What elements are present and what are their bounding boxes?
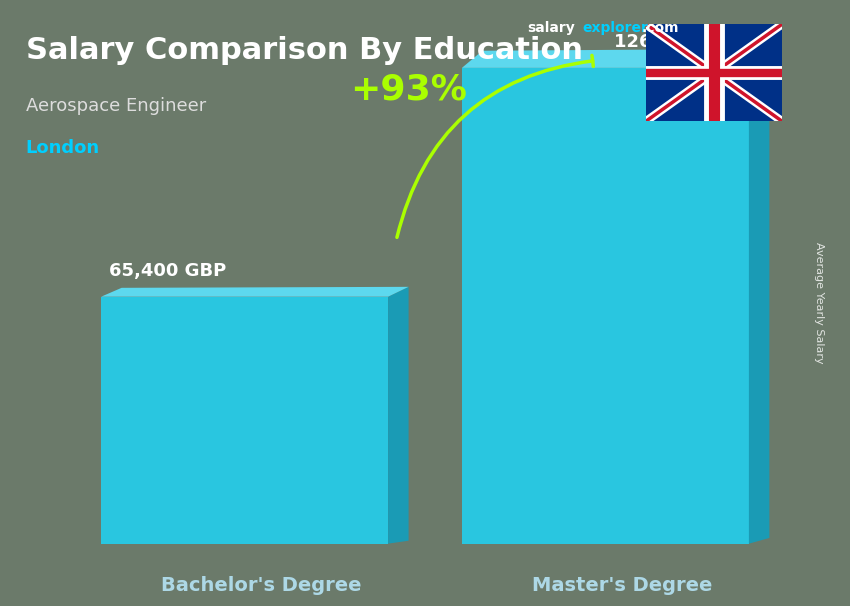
Text: Aerospace Engineer: Aerospace Engineer bbox=[26, 97, 206, 115]
Bar bbox=[462, 68, 749, 544]
Text: explorer: explorer bbox=[582, 21, 648, 35]
Text: Average Yearly Salary: Average Yearly Salary bbox=[814, 242, 824, 364]
Text: 126,000 GBP: 126,000 GBP bbox=[614, 33, 744, 51]
Polygon shape bbox=[101, 287, 409, 297]
Bar bbox=[101, 297, 388, 544]
Polygon shape bbox=[749, 49, 769, 544]
Text: Master's Degree: Master's Degree bbox=[531, 576, 712, 594]
Text: 65,400 GBP: 65,400 GBP bbox=[110, 262, 227, 280]
Text: +93%: +93% bbox=[350, 72, 467, 106]
Text: London: London bbox=[26, 139, 99, 158]
Text: salary: salary bbox=[527, 21, 575, 35]
Polygon shape bbox=[462, 49, 769, 68]
Text: .com: .com bbox=[642, 21, 679, 35]
Text: Salary Comparison By Education: Salary Comparison By Education bbox=[26, 36, 582, 65]
Text: Bachelor's Degree: Bachelor's Degree bbox=[161, 576, 361, 594]
Polygon shape bbox=[388, 287, 409, 544]
